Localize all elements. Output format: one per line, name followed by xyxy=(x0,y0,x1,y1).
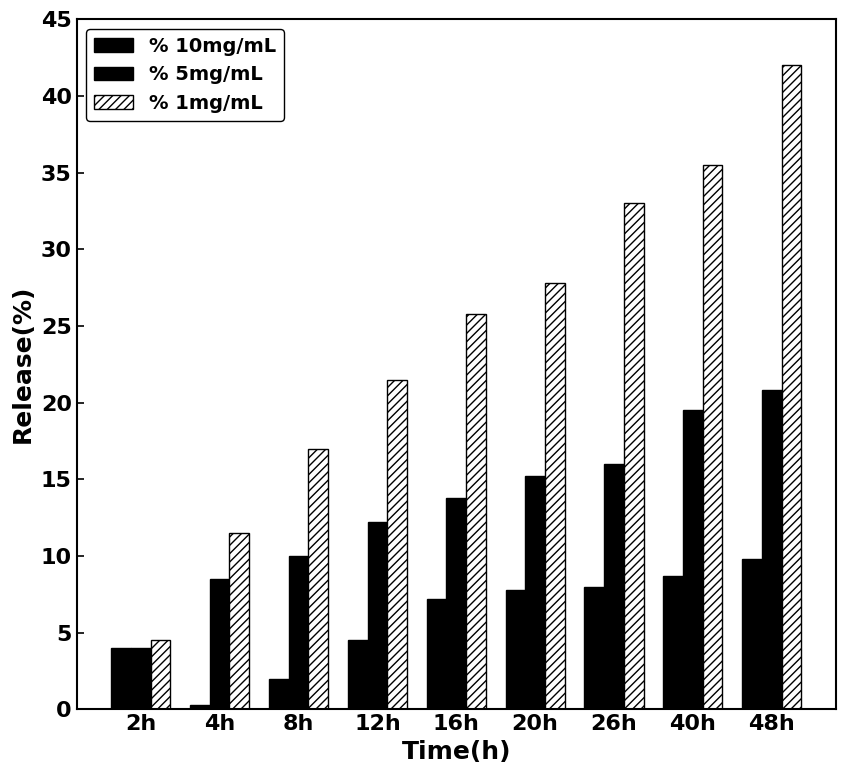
Bar xyxy=(663,576,683,709)
Bar xyxy=(230,533,249,709)
Bar xyxy=(545,283,565,709)
Bar xyxy=(131,648,151,709)
X-axis label: Time(h): Time(h) xyxy=(401,740,511,764)
Bar xyxy=(151,640,170,709)
Bar xyxy=(762,391,782,709)
Bar xyxy=(111,648,131,709)
Bar xyxy=(348,640,368,709)
Bar xyxy=(584,587,604,709)
Bar xyxy=(624,203,644,709)
Bar xyxy=(506,590,525,709)
Bar xyxy=(703,165,722,709)
Bar xyxy=(782,65,801,709)
Bar xyxy=(368,522,387,709)
Bar xyxy=(427,599,446,709)
Bar xyxy=(742,559,762,709)
Bar xyxy=(525,477,545,709)
Bar xyxy=(289,556,308,709)
Bar xyxy=(683,410,703,709)
Legend: % 10mg/mL, % 5mg/mL, % 1mg/mL: % 10mg/mL, % 5mg/mL, % 1mg/mL xyxy=(86,29,284,121)
Bar xyxy=(446,498,466,709)
Bar xyxy=(387,380,407,709)
Bar xyxy=(466,314,486,709)
Bar xyxy=(604,464,624,709)
Y-axis label: Release(%): Release(%) xyxy=(11,285,35,443)
Bar xyxy=(190,705,210,709)
Bar xyxy=(210,579,230,709)
Bar xyxy=(308,449,328,709)
Bar xyxy=(269,679,289,709)
